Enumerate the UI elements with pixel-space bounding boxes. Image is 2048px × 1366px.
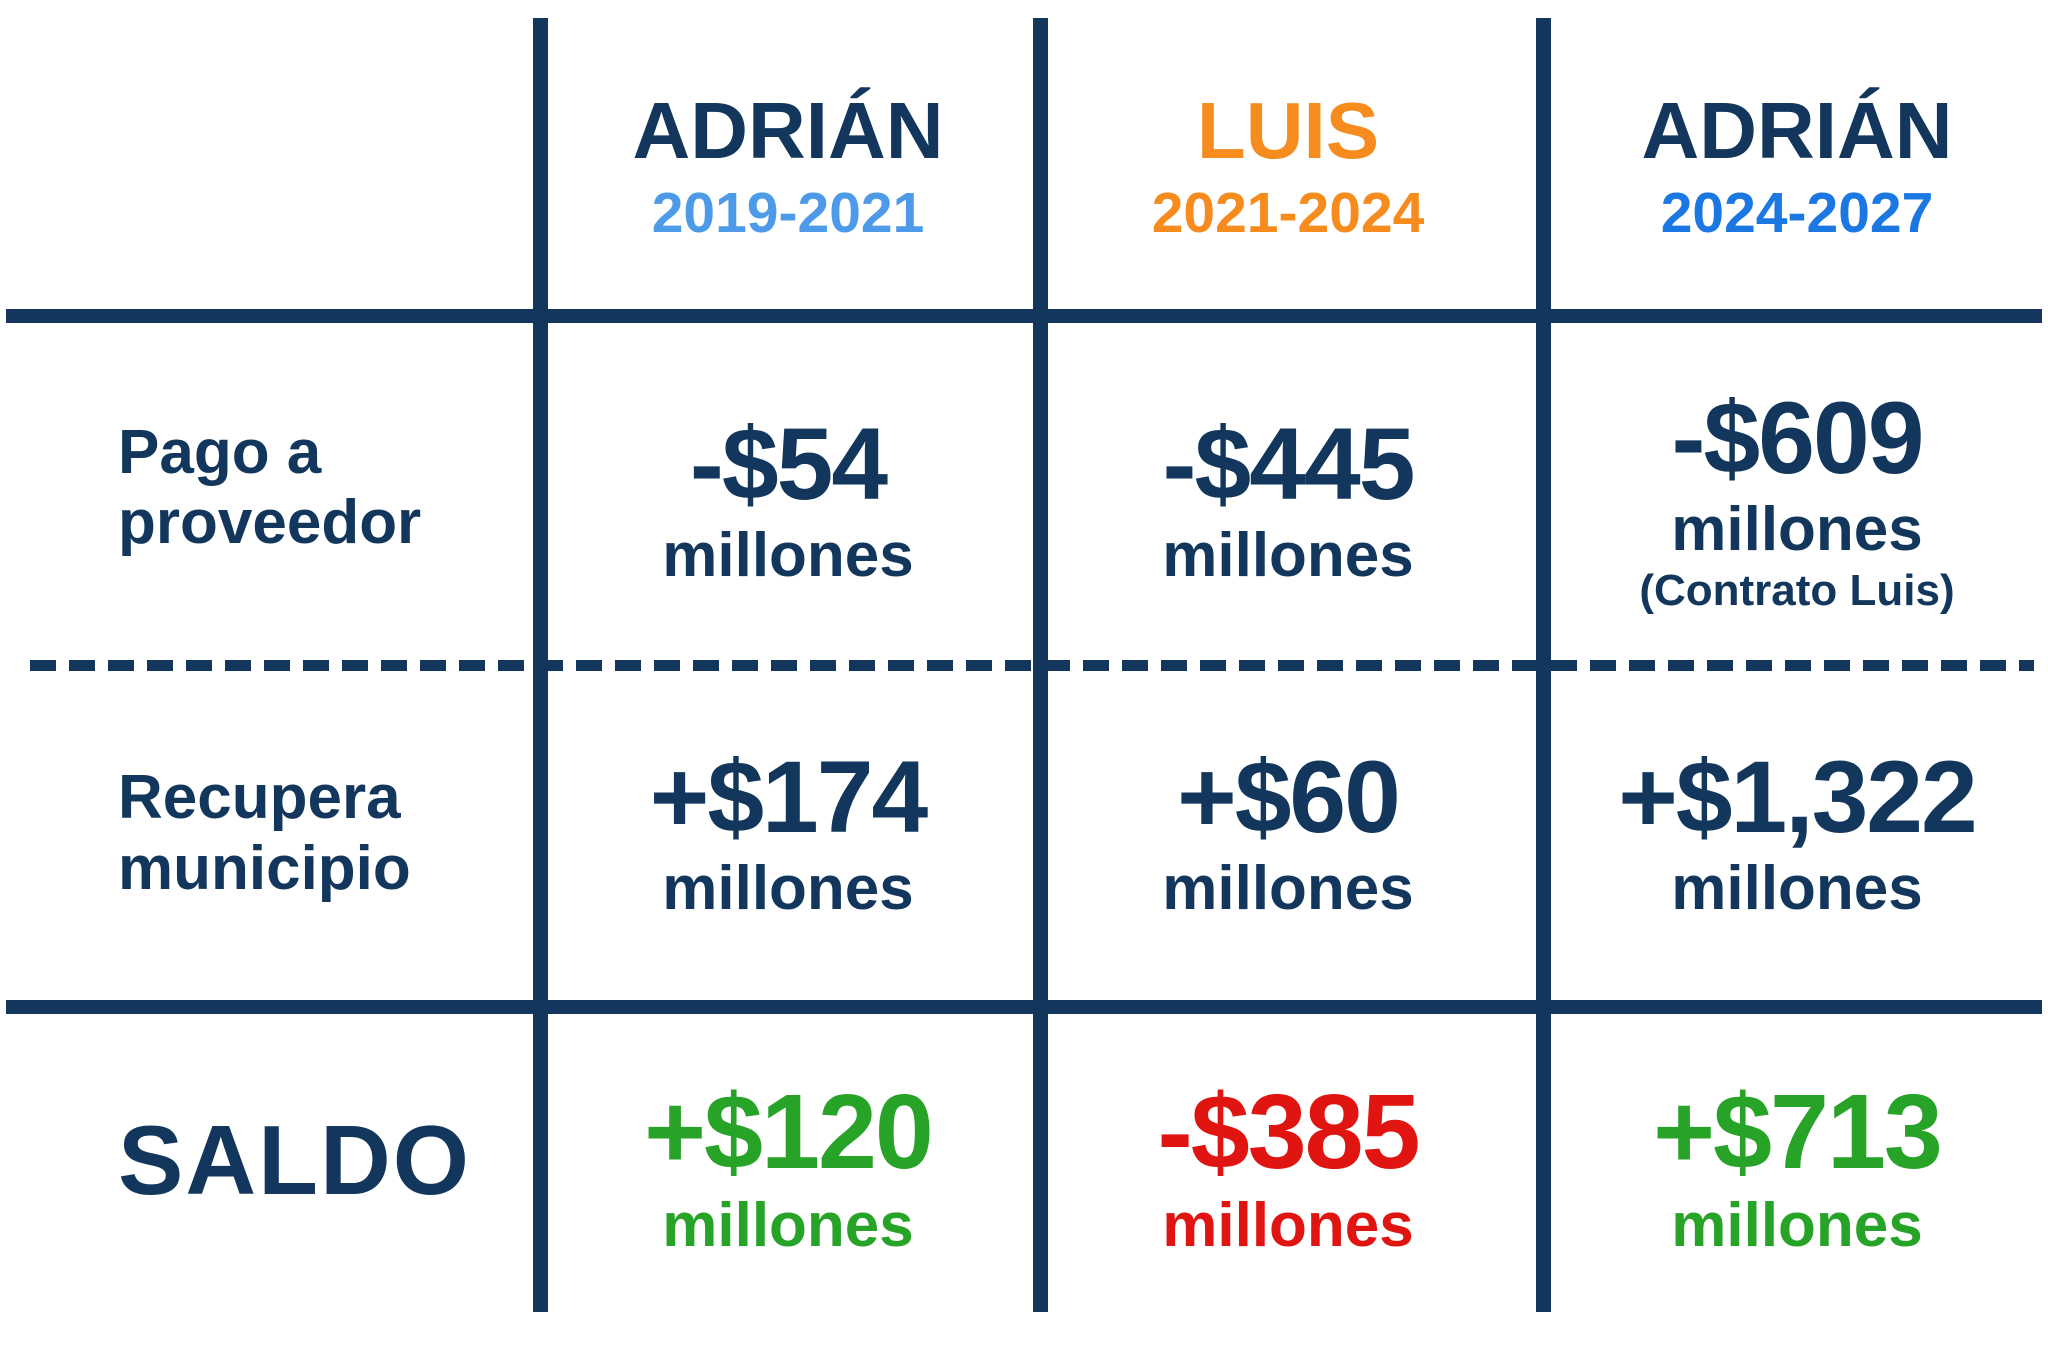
value-unit: millones	[1671, 1190, 1923, 1260]
column-period: 2021-2024	[1151, 180, 1425, 245]
saldo-divider-line	[6, 1000, 2042, 1014]
column-header-luis-2021: LUIS 2021-2024	[1048, 22, 1528, 310]
row-label-text: Pago a proveedor	[118, 417, 422, 557]
value-amount: +$174	[649, 739, 928, 854]
value-unit: millones	[1162, 1190, 1414, 1260]
value-cell-recupera-luis: +$60 millones	[1048, 660, 1528, 1007]
column-name: ADRIÁN	[632, 85, 944, 175]
row-label-recupera-municipio: Recupera municipio	[0, 660, 540, 1007]
value-unit: millones	[1162, 853, 1414, 923]
value-unit: millones	[1162, 521, 1414, 591]
value-cell-pago-luis: -$445 millones	[1048, 316, 1528, 660]
value-cell-recupera-adrian2: +$1,322 millones	[1551, 660, 2043, 1007]
row-label-saldo: SALDO	[0, 1007, 540, 1312]
value-unit: millones	[662, 521, 914, 591]
value-cell-pago-adrian1: -$54 millones	[548, 316, 1028, 660]
column-header-adrian-2024: ADRIÁN 2024-2027	[1551, 22, 2043, 310]
value-unit: millones	[662, 1190, 914, 1260]
value-amount: -$385	[1157, 1072, 1420, 1191]
column-period: 2019-2021	[651, 180, 925, 245]
value-cell-recupera-adrian1: +$174 millones	[548, 660, 1028, 1007]
value-amount: +$713	[1653, 1072, 1943, 1191]
value-note: (Contrato Luis)	[1639, 566, 1955, 616]
value-unit: millones	[1671, 495, 1923, 565]
value-amount: +$1,322	[1618, 739, 1978, 854]
value-cell-saldo-adrian1: +$120 millones	[548, 1007, 1028, 1312]
value-cell-saldo-adrian2: +$713 millones	[1551, 1007, 2043, 1312]
dashed-divider-line	[30, 660, 2034, 671]
value-unit: millones	[1671, 853, 1923, 923]
column-name: ADRIÁN	[1641, 85, 1953, 175]
value-cell-pago-adrian2: -$609 millones (Contrato Luis)	[1551, 316, 2043, 660]
column-header-adrian-2019: ADRIÁN 2019-2021	[548, 22, 1028, 310]
value-amount: -$609	[1671, 381, 1925, 496]
row-label-text: SALDO	[118, 1104, 471, 1215]
value-amount: +$60	[1177, 739, 1401, 854]
row-label-pago-a-proveedor: Pago a proveedor	[0, 316, 540, 660]
value-amount: -$445	[1162, 407, 1416, 522]
value-cell-saldo-luis: -$385 millones	[1048, 1007, 1528, 1312]
value-amount: +$120	[644, 1072, 934, 1191]
column-period: 2024-2027	[1660, 180, 1934, 245]
row-label-text: Recupera municipio	[118, 763, 411, 903]
header-divider-line	[6, 309, 2042, 323]
value-amount: -$54	[689, 407, 888, 522]
column-name: LUIS	[1196, 85, 1380, 175]
value-unit: millones	[662, 853, 914, 923]
